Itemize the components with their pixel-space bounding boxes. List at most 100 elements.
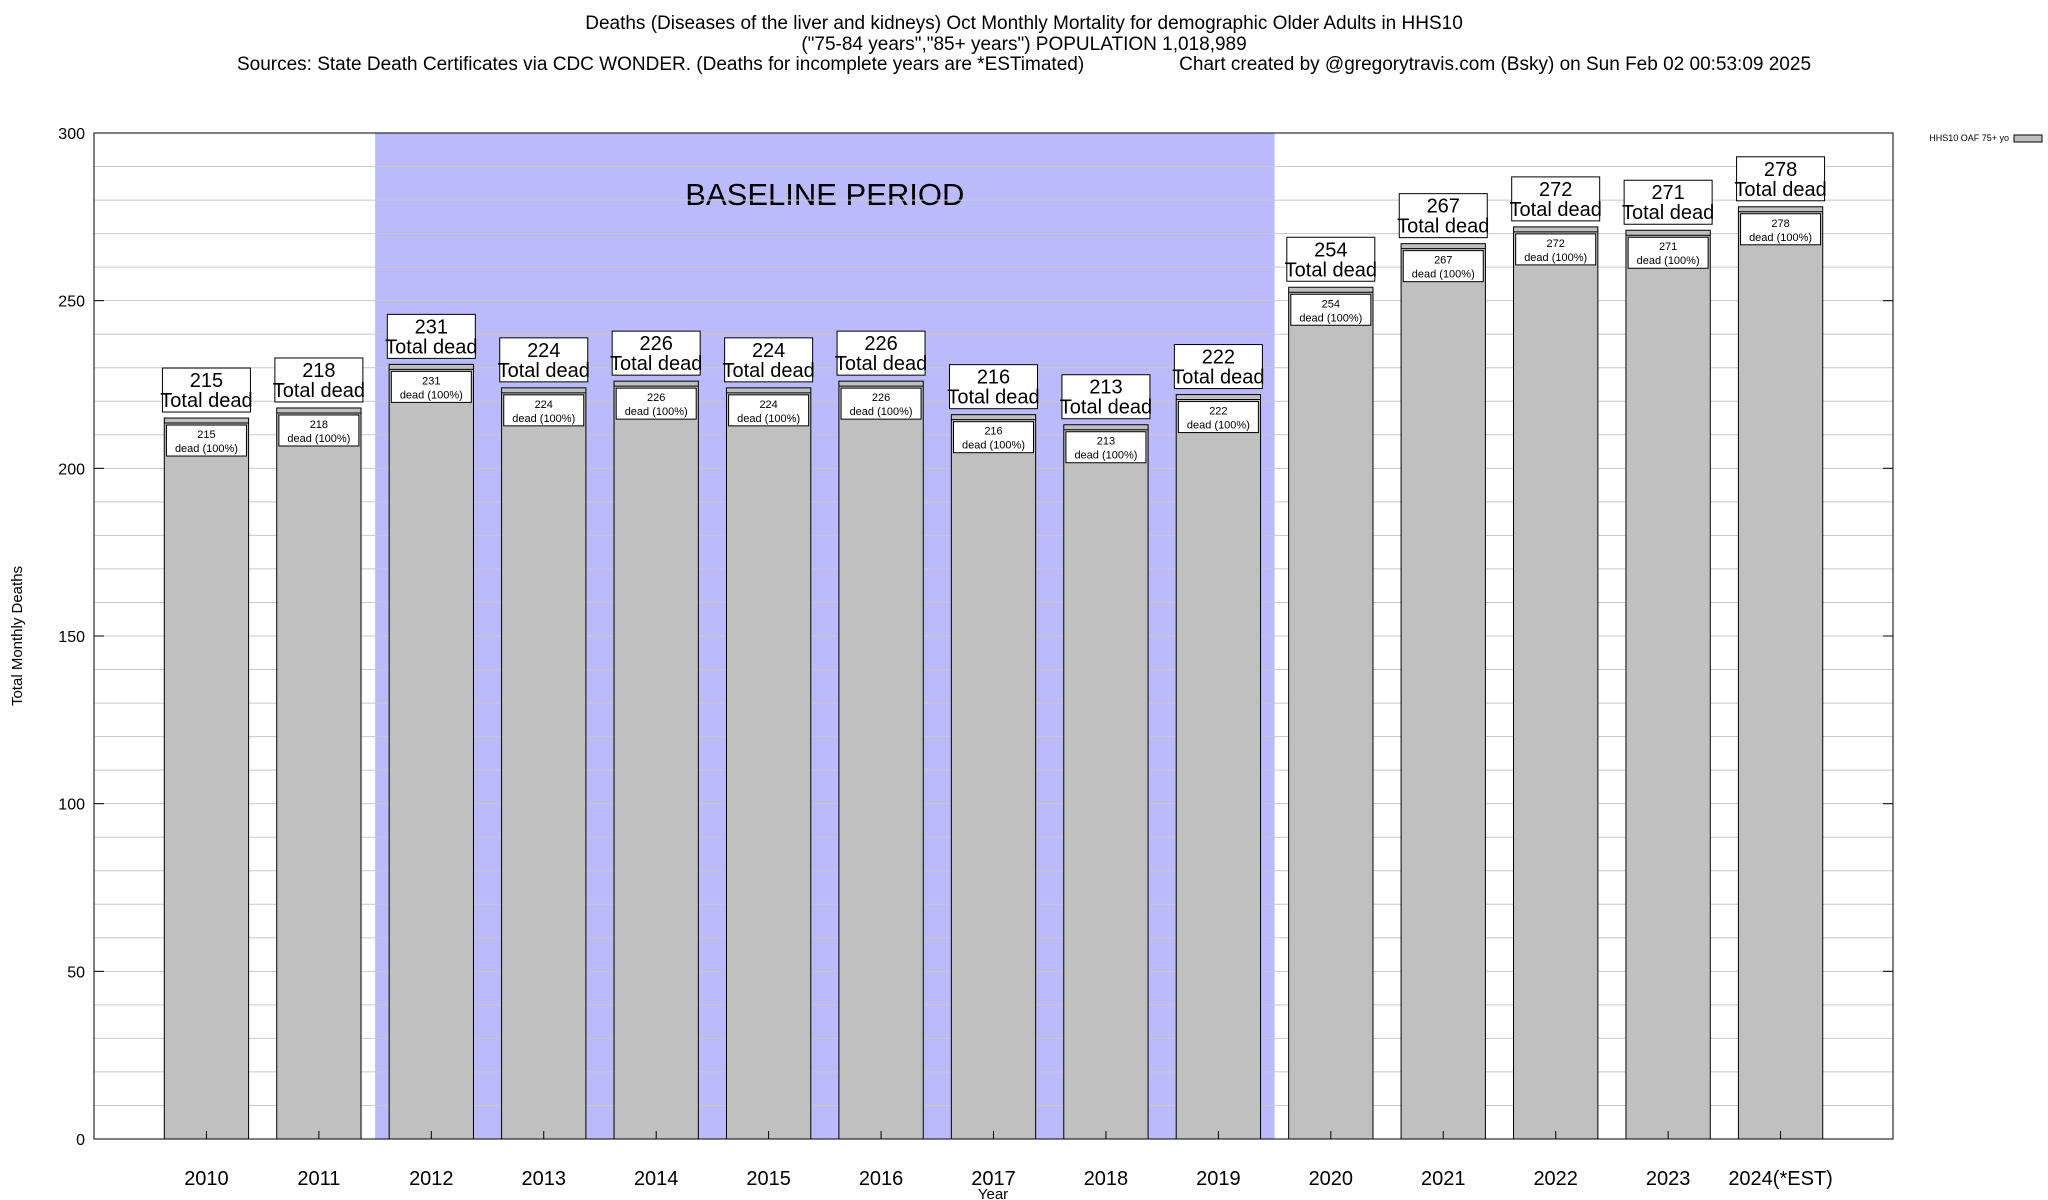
bar — [950, 414, 1037, 1140]
total-label-value: 224 — [752, 340, 785, 362]
data-label-value: 272 — [1547, 238, 1565, 250]
data-label-value: 254 — [1322, 298, 1340, 310]
total-label-text: Total dead — [835, 353, 927, 375]
x-tick-label: 2022 — [1533, 1168, 1578, 1190]
total-label-text: Total dead — [498, 360, 590, 382]
x-axis-label: Year — [978, 1186, 1008, 1200]
data-label-text: dead (100%) — [1637, 255, 1700, 267]
data-label-value: 224 — [759, 399, 777, 411]
total-label-box — [161, 367, 251, 413]
total-label-text: Total dead — [722, 360, 814, 382]
total-label-value: 224 — [527, 340, 560, 362]
total-label-box — [1736, 156, 1826, 202]
chart-title: Deaths (Diseases of the liver and kidney… — [585, 13, 1463, 34]
data-label-box — [503, 394, 585, 427]
data-label-box — [1740, 213, 1822, 246]
data-label-box — [1065, 431, 1147, 464]
x-tick-label: 2011 — [297, 1168, 340, 1190]
bar — [163, 417, 250, 1140]
total-label-box — [836, 330, 926, 376]
total-label-box — [611, 330, 701, 376]
y-tick-label: 100 — [58, 797, 85, 814]
data-label-value: 215 — [197, 429, 215, 441]
total-label-text: Total dead — [1510, 199, 1602, 221]
total-label-box — [1286, 236, 1376, 282]
data-label-value: 267 — [1434, 255, 1452, 267]
legend-swatch — [2013, 134, 2043, 143]
total-label-text: Total dead — [273, 380, 365, 402]
data-label-value: 218 — [310, 419, 328, 431]
x-tick-label: 2014 — [634, 1168, 679, 1190]
total-label-value: 215 — [190, 370, 223, 392]
baseline-label: BASELINE PERIOD — [685, 177, 964, 212]
total-label-text: Total dead — [1397, 216, 1489, 238]
data-label-text: dead (100%) — [512, 413, 575, 425]
data-label-text: dead (100%) — [737, 413, 800, 425]
data-label-box — [278, 414, 360, 447]
total-label-text: Total dead — [1285, 259, 1377, 281]
total-label-box — [1061, 374, 1151, 420]
data-label-text: dead (100%) — [1412, 269, 1475, 281]
x-tick-label: 2023 — [1646, 1168, 1691, 1190]
total-label-text: Total dead — [160, 390, 252, 412]
data-label-box — [390, 370, 472, 403]
chart-sources: Sources: State Death Certificates via CD… — [236, 54, 1085, 75]
total-label-value: 226 — [864, 333, 897, 355]
bar — [1288, 286, 1374, 1140]
total-label-value: 272 — [1539, 179, 1572, 201]
data-label-value: 216 — [984, 426, 1002, 438]
bar — [1625, 229, 1711, 1140]
y-tick-label: 50 — [67, 964, 85, 981]
data-label-text: dead (100%) — [287, 433, 350, 445]
data-label-text: dead (100%) — [962, 440, 1025, 452]
total-label-box — [1173, 344, 1263, 390]
chart-sources-line: Sources: State Death Certificates via CD… — [0, 55, 2048, 75]
bar — [1175, 394, 1262, 1140]
chart-subtitle: ("75-84 years","85+ years") POPULATION 1… — [801, 34, 1247, 55]
total-label-value: 213 — [1089, 377, 1122, 399]
data-label-text: dead (100%) — [175, 443, 238, 455]
total-label-box — [1511, 176, 1601, 222]
data-label-box — [165, 424, 247, 457]
data-label-text: dead (100%) — [1299, 312, 1362, 324]
data-label-box — [1177, 401, 1259, 434]
data-label-box — [1290, 293, 1372, 326]
total-label-value: 254 — [1314, 239, 1347, 261]
y-tick-label: 150 — [58, 629, 85, 646]
bar — [1400, 243, 1486, 1140]
x-tick-label: 2010 — [184, 1168, 229, 1190]
data-label-text: dead (100%) — [1074, 450, 1137, 462]
total-label-text: Total dead — [610, 353, 702, 375]
total-label-box — [386, 313, 476, 359]
x-tick-label: 2017 — [971, 1168, 1016, 1190]
y-tick-label: 300 — [58, 126, 85, 143]
data-label-text: dead (100%) — [1749, 232, 1812, 244]
data-label-value: 222 — [1209, 406, 1227, 418]
data-label-box — [615, 387, 697, 420]
x-tick-label: 2015 — [746, 1168, 791, 1190]
data-label-box — [728, 394, 810, 427]
data-label-text: dead (100%) — [1187, 420, 1250, 432]
y-axis-label: Total Monthly Deaths — [9, 566, 26, 706]
total-label-value: 271 — [1651, 182, 1684, 204]
y-tick-label: 250 — [58, 294, 85, 311]
bar — [501, 387, 587, 1140]
total-label-box — [1623, 179, 1713, 225]
total-label-value: 267 — [1427, 196, 1460, 218]
total-label-value: 216 — [977, 367, 1010, 389]
data-label-box — [840, 387, 922, 420]
chart-credit: Chart created by @gregorytravis.com (Bsk… — [1179, 54, 1812, 75]
total-label-value: 226 — [640, 333, 673, 355]
bar — [838, 380, 924, 1140]
data-label-value: 271 — [1659, 241, 1677, 253]
total-label-value: 218 — [302, 360, 335, 382]
y-tick-label: 0 — [76, 1132, 85, 1149]
data-label-value: 224 — [535, 399, 553, 411]
bar — [613, 380, 699, 1140]
data-label-value: 213 — [1097, 436, 1115, 448]
x-tick-label: 2013 — [522, 1168, 567, 1190]
total-label-text: Total dead — [1060, 397, 1152, 419]
bar — [1063, 424, 1149, 1140]
